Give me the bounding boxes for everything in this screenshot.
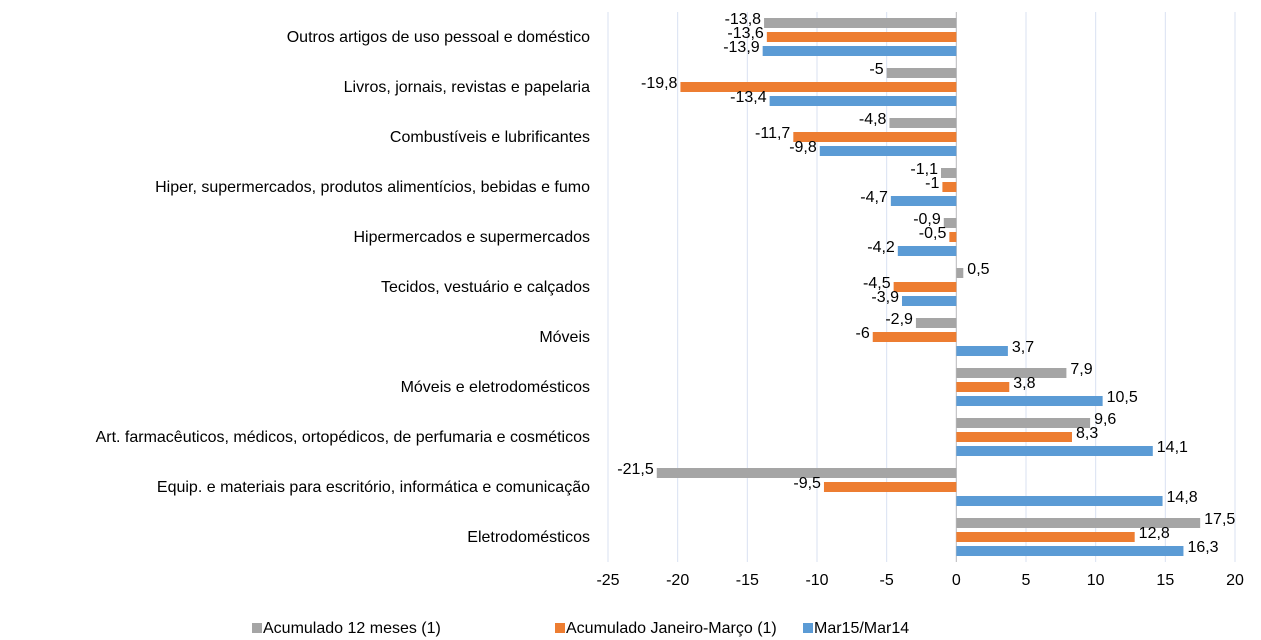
data-label: 3,7 xyxy=(1012,339,1034,356)
legend-swatch xyxy=(555,623,565,633)
x-tick-label: -10 xyxy=(805,572,828,589)
bar xyxy=(680,82,957,92)
category-label: Equip. e materiais para escritório, info… xyxy=(156,478,590,496)
x-tick-label: 15 xyxy=(1156,572,1174,589)
x-tick-label: 10 xyxy=(1087,572,1105,589)
data-label: -6 xyxy=(855,325,869,342)
data-label: -4,2 xyxy=(867,239,895,256)
x-tick-label: 5 xyxy=(1022,572,1031,589)
bar xyxy=(889,118,957,128)
data-label: 7,9 xyxy=(1070,361,1092,378)
category-label: Hiper, supermercados, produtos alimentíc… xyxy=(155,178,590,196)
data-label: -13,4 xyxy=(730,89,767,106)
bar xyxy=(956,368,1067,378)
x-tick-label: -15 xyxy=(736,572,759,589)
legend-label: Acumulado 12 meses (1) xyxy=(263,620,441,637)
data-label: -9,5 xyxy=(793,475,821,492)
bar xyxy=(762,46,957,56)
bar xyxy=(766,32,957,42)
bar xyxy=(915,318,957,328)
x-tick-label: 20 xyxy=(1226,572,1244,589)
data-label: -0,5 xyxy=(919,225,947,242)
bar xyxy=(956,518,1201,528)
data-label: -2,9 xyxy=(885,311,913,328)
data-label: 10,5 xyxy=(1107,389,1138,406)
category-label: Hipermercados e supermercados xyxy=(353,228,590,246)
bar xyxy=(956,446,1153,456)
data-label: -19,8 xyxy=(641,75,678,92)
data-label: 14,8 xyxy=(1167,489,1198,506)
data-label: 9,6 xyxy=(1094,411,1116,428)
bar xyxy=(901,296,957,306)
bar xyxy=(656,468,957,478)
legend-label: Mar15/Mar14 xyxy=(814,620,909,637)
bar xyxy=(956,382,1010,392)
data-label: -1,1 xyxy=(910,161,938,178)
data-label: -11,7 xyxy=(755,125,790,142)
bar xyxy=(956,432,1072,442)
category-label: Livros, jornais, revistas e papelaria xyxy=(343,78,590,96)
x-tick-label: -20 xyxy=(666,572,689,589)
data-label: -0,9 xyxy=(913,211,941,228)
data-label: -13,8 xyxy=(725,11,762,28)
data-label: 8,3 xyxy=(1076,425,1098,442)
legend-swatch xyxy=(252,623,262,633)
bar xyxy=(956,268,964,278)
x-tick-label: -5 xyxy=(880,572,894,589)
bar xyxy=(956,546,1184,556)
bar xyxy=(956,496,1163,506)
category-label: Móveis xyxy=(539,328,590,346)
data-label: -3,9 xyxy=(871,289,899,306)
bar xyxy=(956,532,1135,542)
bar xyxy=(793,132,957,142)
bar xyxy=(893,282,957,292)
bar xyxy=(956,418,1091,428)
legend-swatch xyxy=(803,623,813,633)
bar xyxy=(764,18,957,28)
data-label: 17,5 xyxy=(1204,511,1235,528)
data-label: -4,8 xyxy=(859,111,887,128)
category-label: Tecidos, vestuário e calçados xyxy=(381,278,590,296)
data-label: -4,5 xyxy=(863,275,891,292)
data-label: 12,8 xyxy=(1139,525,1170,542)
bar xyxy=(872,332,957,342)
data-label: -5 xyxy=(869,61,883,78)
x-tick-label: -25 xyxy=(596,572,619,589)
category-label: Outros artigos de uso pessoal e doméstic… xyxy=(286,28,590,46)
bar xyxy=(769,96,957,106)
bar xyxy=(819,146,957,156)
bar xyxy=(942,182,957,192)
data-label: -9,8 xyxy=(789,139,817,156)
category-label: Móveis e eletrodomésticos xyxy=(400,378,590,396)
data-label: 14,1 xyxy=(1157,439,1188,456)
bar xyxy=(949,232,957,242)
category-label: Art. farmacêuticos, médicos, ortopédicos… xyxy=(95,428,590,446)
bar xyxy=(941,168,957,178)
bar xyxy=(890,196,957,206)
bar xyxy=(956,396,1103,406)
data-label: -4,7 xyxy=(860,189,888,206)
data-label: -21,5 xyxy=(617,461,654,478)
data-label: -1 xyxy=(925,175,939,192)
data-label: -13,6 xyxy=(727,25,764,42)
data-label: 16,3 xyxy=(1187,539,1218,556)
legend-label: Acumulado Janeiro-Março (1) xyxy=(566,620,777,637)
bar xyxy=(956,346,1008,356)
x-tick-label: 0 xyxy=(952,572,961,589)
data-label: 3,8 xyxy=(1013,375,1035,392)
bar xyxy=(886,68,957,78)
bar xyxy=(943,218,957,228)
data-label: 0,5 xyxy=(967,261,989,278)
category-label: Eletrodomésticos xyxy=(467,528,590,546)
bar xyxy=(897,246,957,256)
bar xyxy=(823,482,957,492)
category-label: Combustíveis e lubrificantes xyxy=(389,128,590,146)
data-label: -13,9 xyxy=(723,39,760,56)
